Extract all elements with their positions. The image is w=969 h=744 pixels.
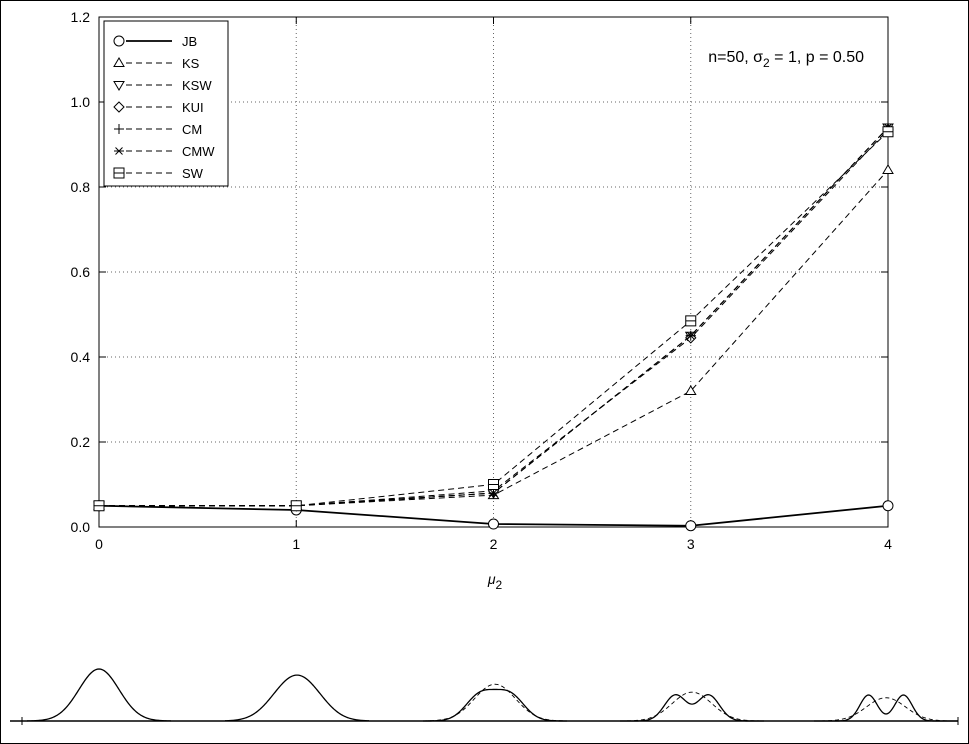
legend-item: KS bbox=[113, 56, 200, 71]
mixture-density-curve bbox=[224, 674, 370, 722]
normal-density-curve bbox=[813, 697, 959, 722]
mixture-density-curve bbox=[814, 694, 958, 722]
x-axis-label: μ2 bbox=[487, 571, 503, 592]
data-point bbox=[488, 479, 499, 490]
data-point bbox=[685, 315, 697, 327]
legend-marker bbox=[114, 124, 124, 134]
legend-item: SW bbox=[113, 166, 204, 181]
density-panels bbox=[10, 668, 959, 725]
data-point bbox=[882, 164, 894, 174]
legend-label: CMW bbox=[182, 144, 215, 159]
grid-layer bbox=[99, 17, 888, 527]
legend-item: CMW bbox=[114, 144, 215, 159]
data-point bbox=[685, 331, 696, 340]
legend-label: KSW bbox=[182, 78, 212, 93]
y-tick-label: 0.4 bbox=[71, 349, 91, 365]
mixture-density-curve bbox=[26, 668, 172, 722]
mixture-density-curve bbox=[619, 694, 765, 722]
density-panel bbox=[619, 691, 765, 722]
legend-label: CM bbox=[182, 122, 202, 137]
legend-item: KUI bbox=[113, 100, 204, 115]
x-tick-label: 3 bbox=[687, 536, 695, 552]
legend-marker bbox=[113, 35, 125, 47]
legend-label: KUI bbox=[182, 100, 204, 115]
legend-marker bbox=[113, 81, 125, 91]
y-tick-label: 1.0 bbox=[71, 94, 91, 110]
mixture-density-curve bbox=[422, 688, 568, 722]
data-point bbox=[684, 385, 697, 395]
chart-annotation: n=50, σ2 = 1, p = 0.50 bbox=[708, 49, 864, 70]
legend: JB KS KSW KUI CM CMW SW bbox=[103, 20, 229, 187]
legend-label: JB bbox=[182, 34, 197, 49]
y-tick-label: 0.8 bbox=[71, 179, 91, 195]
legend-marker bbox=[113, 167, 125, 179]
x-tick-label: 0 bbox=[95, 536, 103, 552]
x-tick-label: 1 bbox=[292, 536, 300, 552]
legend-label: SW bbox=[182, 166, 204, 181]
x-tick-label: 2 bbox=[490, 536, 498, 552]
data-point bbox=[685, 520, 697, 532]
data-point bbox=[488, 489, 499, 497]
legend-item: JB bbox=[113, 34, 197, 49]
data-point bbox=[93, 500, 105, 512]
legend-box bbox=[103, 20, 229, 187]
data-point bbox=[882, 500, 894, 512]
normal-density-curve bbox=[619, 691, 765, 722]
y-tick-label: 1.2 bbox=[71, 9, 91, 25]
density-panel bbox=[813, 694, 959, 722]
series-layer bbox=[93, 122, 894, 532]
x-tick-label: 4 bbox=[884, 536, 892, 552]
data-point bbox=[290, 500, 302, 512]
y-tick-label: 0.0 bbox=[71, 519, 91, 535]
density-panel bbox=[422, 683, 568, 722]
data-point bbox=[488, 518, 499, 530]
legend-marker bbox=[114, 147, 124, 155]
legend-item: KSW bbox=[113, 78, 212, 93]
series-sw bbox=[93, 126, 894, 512]
y-tick-label: 0.6 bbox=[71, 264, 91, 280]
legend-label: KS bbox=[182, 56, 200, 71]
density-panel bbox=[224, 674, 370, 722]
density-panel bbox=[26, 668, 172, 722]
legend-marker bbox=[113, 101, 125, 113]
legend-item: CM bbox=[114, 122, 202, 137]
legend-marker bbox=[113, 57, 125, 67]
data-point bbox=[882, 126, 894, 138]
y-tick-label: 0.2 bbox=[71, 434, 91, 450]
